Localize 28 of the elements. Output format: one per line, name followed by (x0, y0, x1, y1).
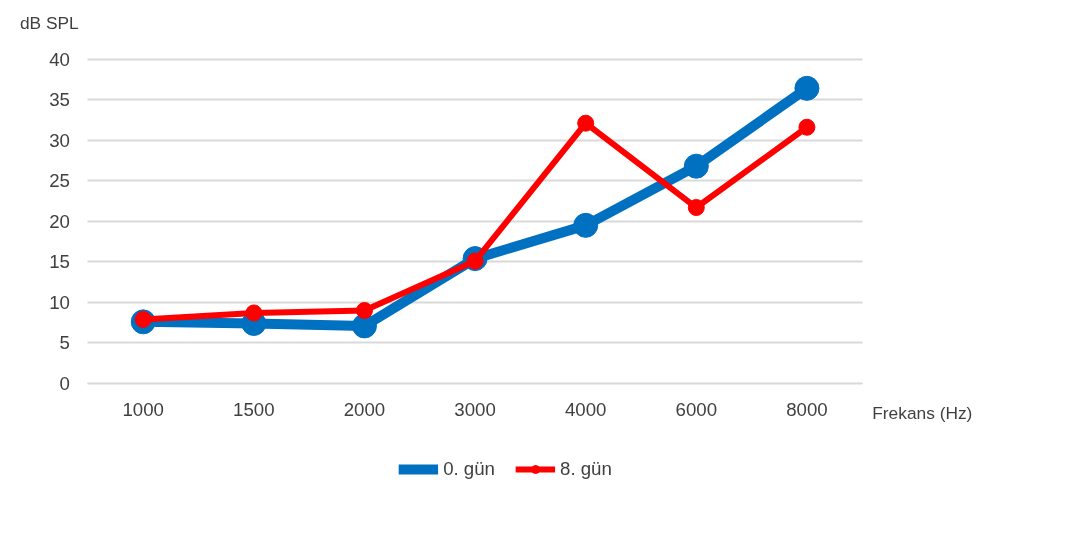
point (577, 114, 595, 132)
y-tick-label: 40 (49, 48, 70, 70)
y-tick-label: 30 (49, 129, 70, 151)
y-tick-label: 5 (59, 332, 70, 354)
y-tick-label: 35 (49, 89, 70, 111)
legend-label: 8. gün (560, 458, 612, 480)
y-axis-title: dB SPL (19, 13, 80, 34)
point (245, 304, 263, 322)
x-tick-label: 8000 (786, 399, 828, 421)
y-tick-label: 25 (49, 170, 70, 192)
point (683, 153, 709, 179)
x-tick-label: 2000 (343, 399, 386, 421)
x-tick-label: 1500 (233, 399, 275, 421)
legend-label: 0. gün (443, 458, 495, 480)
point (355, 302, 373, 319)
x-tick-label: 6000 (675, 399, 718, 421)
x-tick-label: 1000 (122, 399, 164, 421)
point (794, 75, 820, 101)
point (687, 199, 705, 217)
point (573, 212, 599, 238)
x-tick-label: 3000 (454, 399, 496, 421)
y-tick-label: 15 (49, 251, 70, 273)
point (798, 118, 816, 136)
x-tick-label: 4000 (564, 399, 607, 421)
y-tick-label: 0 (59, 372, 70, 394)
y-tick-label: 10 (49, 291, 70, 313)
x-axis-title: Frekans (Hz) (872, 403, 973, 424)
y-tick-label: 20 (49, 210, 70, 232)
